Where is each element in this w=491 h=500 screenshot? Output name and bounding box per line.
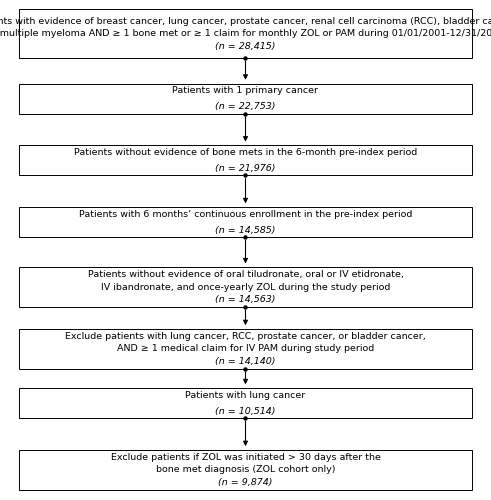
Text: (n = 9,874): (n = 9,874) <box>218 478 273 486</box>
FancyBboxPatch shape <box>19 146 472 176</box>
Text: Patients with 6 months’ continuous enrollment in the pre-index period: Patients with 6 months’ continuous enrol… <box>79 210 412 218</box>
FancyArrowPatch shape <box>244 61 247 78</box>
FancyArrowPatch shape <box>244 372 247 384</box>
Text: Patients without evidence of bone mets in the 6-month pre-index period: Patients without evidence of bone mets i… <box>74 148 417 157</box>
Text: Patients with lung cancer: Patients with lung cancer <box>186 390 305 400</box>
Text: (n = 22,753): (n = 22,753) <box>215 102 276 111</box>
Text: (n = 14,563): (n = 14,563) <box>215 295 276 304</box>
Text: Patients with evidence of breast cancer, lung cancer, prostate cancer, renal cel: Patients with evidence of breast cancer,… <box>0 17 491 26</box>
FancyBboxPatch shape <box>19 450 472 490</box>
FancyArrowPatch shape <box>244 310 247 324</box>
Text: (n = 21,976): (n = 21,976) <box>215 164 276 173</box>
Text: Patients with 1 primary cancer: Patients with 1 primary cancer <box>172 86 319 95</box>
Text: Exclude patients with lung cancer, RCC, prostate cancer, or bladder cancer,: Exclude patients with lung cancer, RCC, … <box>65 332 426 341</box>
FancyArrowPatch shape <box>244 240 247 262</box>
Text: Patients without evidence of oral tiludronate, oral or IV etidronate,: Patients without evidence of oral tiludr… <box>87 270 404 279</box>
Text: (n = 14,585): (n = 14,585) <box>215 226 276 234</box>
Text: (n = 10,514): (n = 10,514) <box>215 406 276 416</box>
FancyBboxPatch shape <box>19 388 472 418</box>
FancyBboxPatch shape <box>19 207 472 237</box>
Text: or multiple myeloma AND ≥ 1 bone met or ≥ 1 claim for monthly ZOL or PAM during : or multiple myeloma AND ≥ 1 bone met or … <box>0 29 491 38</box>
FancyArrowPatch shape <box>244 178 247 203</box>
Text: AND ≥ 1 medical claim for IV PAM during study period: AND ≥ 1 medical claim for IV PAM during … <box>117 344 374 354</box>
FancyArrowPatch shape <box>244 422 247 445</box>
Text: bone met diagnosis (ZOL cohort only): bone met diagnosis (ZOL cohort only) <box>156 466 335 474</box>
FancyArrowPatch shape <box>244 117 247 140</box>
FancyBboxPatch shape <box>19 10 472 58</box>
Text: IV ibandronate, and once-yearly ZOL during the study period: IV ibandronate, and once-yearly ZOL duri… <box>101 282 390 292</box>
FancyBboxPatch shape <box>19 267 472 307</box>
Text: Exclude patients if ZOL was initiated > 30 days after the: Exclude patients if ZOL was initiated > … <box>110 453 381 462</box>
Text: (n = 14,140): (n = 14,140) <box>215 356 276 366</box>
FancyBboxPatch shape <box>19 329 472 368</box>
Text: (n = 28,415): (n = 28,415) <box>215 42 276 50</box>
FancyBboxPatch shape <box>19 84 472 114</box>
